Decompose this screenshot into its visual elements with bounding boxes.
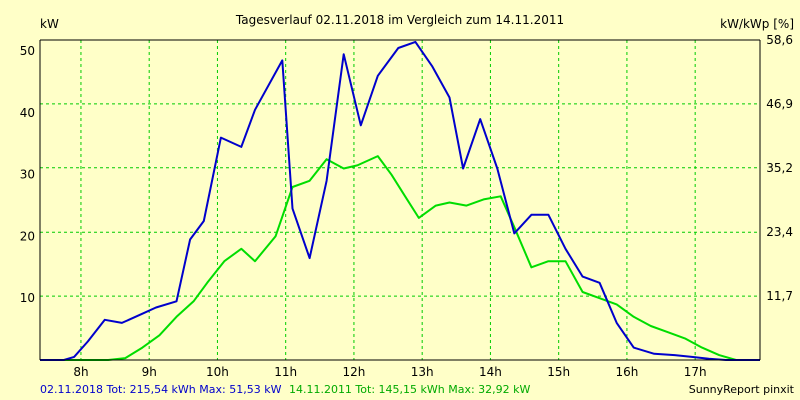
series-line-1 (40, 40, 760, 361)
tick-labels: 8h 9h 10h 11h 12h 13h 14h 15h 16h 17h 11,7 23,4 35,2… (20, 33, 793, 379)
x-tick-label: 16h (615, 365, 638, 379)
x-tick-label: 15h (547, 365, 570, 379)
y-right-tick-label: 58,6 (766, 33, 793, 47)
y-right-tick-label: 46,9 (766, 97, 793, 111)
y-right-tick-label: 23,4 (766, 225, 793, 239)
chart-title: Tagesverlauf 02.11.2018 im Vergleich zum… (235, 13, 564, 27)
y-axis-right-label: kW/kWp [%] (720, 17, 794, 31)
x-tick-label: 13h (411, 365, 434, 379)
x-tick-label: 9h (142, 365, 157, 379)
x-tick-label: 12h (342, 365, 365, 379)
y-right-tick-label: 35,2 (766, 161, 793, 175)
y-axis-left-label: kW (40, 17, 59, 31)
footer-legend: 02.11.2018 Tot: 215,54 kWh Max: 51,53 kW… (40, 383, 531, 396)
y-left-tick-label: 50 (20, 44, 35, 58)
legend-series-2-text: 14.11.2011 Tot: 145,15 kWh Max: 32,92 kW (289, 383, 531, 396)
x-tick-label: 8h (73, 365, 88, 379)
x-tick-label: 14h (479, 365, 502, 379)
series-group (40, 40, 760, 361)
footer-credit: SunnyReport pinxit (689, 383, 795, 396)
y-left-tick-label: 20 (20, 229, 35, 243)
y-left-tick-label: 10 (20, 291, 35, 305)
series-line-2 (40, 155, 760, 361)
legend-series-1-text: 02.11.2018 Tot: 215,54 kWh Max: 51,53 kW (40, 383, 282, 396)
x-tick-label: 17h (684, 365, 707, 379)
x-tick-label: 11h (274, 365, 297, 379)
axes (39, 39, 761, 361)
y-left-tick-label: 40 (20, 106, 35, 120)
y-right-tick-label: 11,7 (766, 289, 793, 303)
x-tick-label: 10h (206, 365, 229, 379)
y-left-tick-label: 30 (20, 168, 35, 182)
